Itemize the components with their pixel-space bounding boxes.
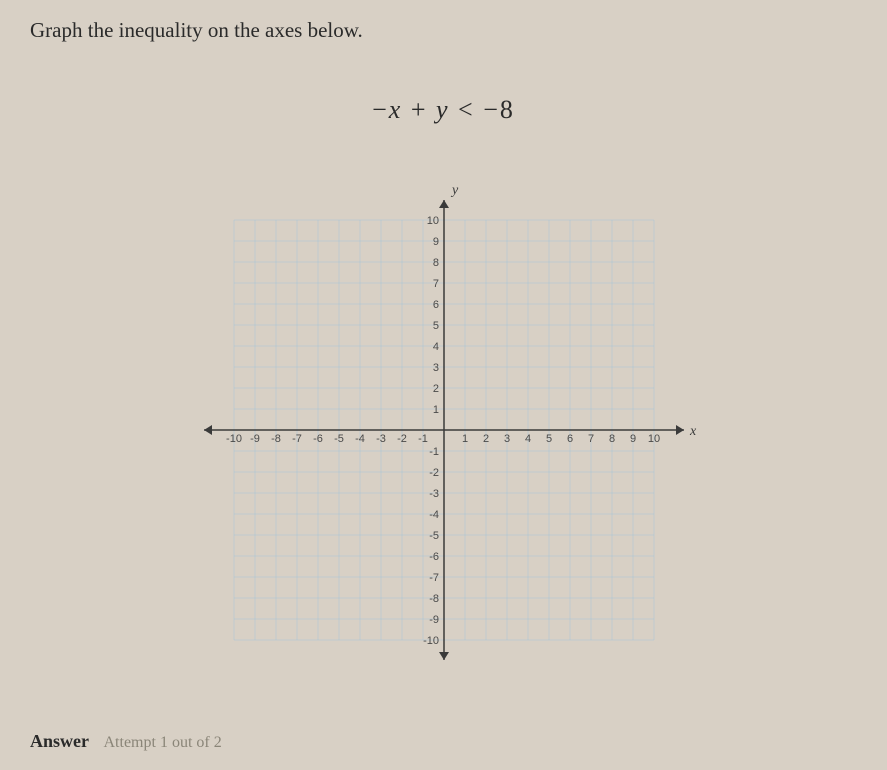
- eq-mid: +: [402, 95, 436, 124]
- attempt-text: Attempt 1 out of 2: [104, 734, 222, 751]
- y-tick-label: 2: [432, 383, 438, 395]
- x-axis-arrow-left: [204, 425, 212, 435]
- eq-var1: x: [389, 95, 403, 124]
- y-tick-label: 4: [432, 341, 438, 353]
- y-tick-label: 8: [432, 257, 438, 269]
- y-tick-label: -2: [429, 467, 439, 479]
- y-tick-label: 10: [426, 215, 438, 227]
- x-axis-name: x: [689, 424, 697, 439]
- x-tick-label: 6: [566, 433, 572, 445]
- x-tick-label: -1: [418, 433, 428, 445]
- y-tick-label: -4: [429, 509, 439, 521]
- inequality-equation: −x + y < −8: [372, 95, 515, 125]
- y-axis-name: y: [450, 183, 459, 198]
- y-tick-label: 5: [432, 320, 438, 332]
- y-tick-label: 6: [432, 299, 438, 311]
- eq-op: <: [450, 95, 484, 124]
- coordinate-plane[interactable]: -10 -9 -8 -7 -6 -5 -4 -3 -2 -1 1 2 3 4 5 6 7 8 9 10 1 2 3 4 5 6 7 8…: [184, 170, 704, 690]
- y-tick-label: -1: [429, 446, 439, 458]
- eq-var2: y: [436, 95, 450, 124]
- eq-rhs: −8: [483, 95, 515, 124]
- x-tick-label: 3: [503, 433, 509, 445]
- x-tick-label: -3: [376, 433, 386, 445]
- x-tick-label: -2: [397, 433, 407, 445]
- x-tick-label: -4: [355, 433, 365, 445]
- x-tick-label: -9: [250, 433, 260, 445]
- y-tick-label: 1: [432, 404, 438, 416]
- prompt-text: Graph the inequality on the axes below.: [30, 18, 363, 43]
- x-tick-label: 2: [482, 433, 488, 445]
- answer-label: Answer: [30, 731, 89, 751]
- x-tick-label: 4: [524, 433, 530, 445]
- y-tick-label: -10: [423, 635, 439, 647]
- x-tick-label: 10: [647, 433, 659, 445]
- y-tick-label: -3: [429, 488, 439, 500]
- y-tick-label: -8: [429, 593, 439, 605]
- x-axis-arrow-right: [676, 425, 684, 435]
- x-tick-label: 9: [629, 433, 635, 445]
- y-axis-arrow-down: [439, 652, 449, 660]
- x-tick-label: -7: [292, 433, 302, 445]
- eq-neg: −: [372, 95, 389, 124]
- y-tick-label: -7: [429, 572, 439, 584]
- x-tick-label: 1: [461, 433, 467, 445]
- y-tick-label: -5: [429, 530, 439, 542]
- y-tick-label: 9: [432, 236, 438, 248]
- x-tick-label: -10: [226, 433, 242, 445]
- answer-row: Answer Attempt 1 out of 2: [30, 731, 222, 752]
- graph-svg[interactable]: -10 -9 -8 -7 -6 -5 -4 -3 -2 -1 1 2 3 4 5 6 7 8 9 10 1 2 3 4 5 6 7 8…: [184, 170, 704, 690]
- x-tick-label: -5: [334, 433, 344, 445]
- y-tick-label: 3: [432, 362, 438, 374]
- x-tick-label: -8: [271, 433, 281, 445]
- y-tick-label: -9: [429, 614, 439, 626]
- x-tick-label: 7: [587, 433, 593, 445]
- y-tick-label: 7: [432, 278, 438, 290]
- x-tick-label: -6: [313, 433, 323, 445]
- y-tick-label: -6: [429, 551, 439, 563]
- y-axis-arrow-up: [439, 200, 449, 208]
- x-tick-label: 5: [545, 433, 551, 445]
- x-tick-label: 8: [608, 433, 614, 445]
